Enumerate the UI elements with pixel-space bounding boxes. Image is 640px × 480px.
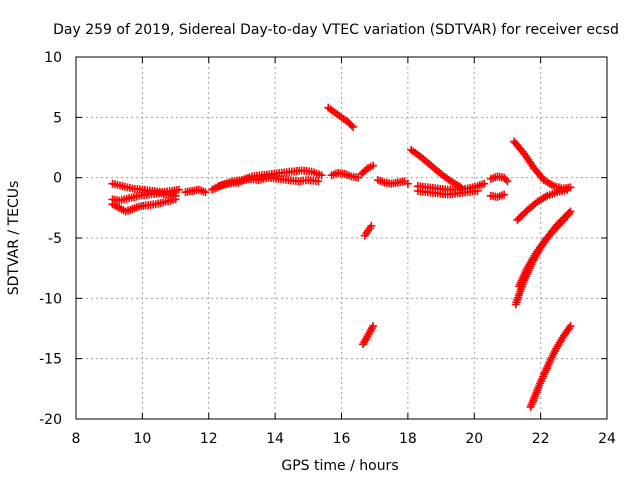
data-point (369, 322, 378, 331)
series-trace (324, 103, 358, 131)
y-tick-label: 10 (44, 50, 62, 66)
data-point (564, 209, 573, 218)
x-tick-label: 14 (266, 431, 284, 447)
y-tick-label: -15 (39, 352, 62, 368)
data-point (171, 195, 180, 204)
y-tick-label: 0 (53, 171, 62, 187)
series-trace (181, 185, 210, 197)
data-point (317, 171, 326, 180)
plot-frame (75, 56, 608, 420)
x-tick-label: 24 (598, 431, 616, 447)
data-point (563, 185, 572, 194)
data-point (349, 122, 358, 131)
series-trace (515, 209, 573, 291)
series-trace (513, 185, 572, 224)
y-tick-label: 5 (53, 110, 62, 126)
series-trace (374, 176, 412, 188)
y-axis-title: SDTVAR / TECUs (6, 181, 22, 296)
series-trace (108, 195, 180, 216)
data-point (201, 188, 210, 197)
x-tick-label: 12 (200, 431, 218, 447)
x-tick-label: 16 (333, 431, 351, 447)
series-trace (360, 221, 376, 240)
data-point-fill (501, 175, 510, 184)
x-tick-label: 20 (465, 431, 483, 447)
data-point (314, 177, 323, 186)
series-trace (407, 145, 465, 192)
series-trace (486, 190, 509, 201)
series-trace (510, 137, 575, 193)
data-point-fill (362, 165, 371, 174)
y-tick-label: -20 (39, 412, 62, 428)
data-points (108, 103, 575, 411)
series-trace (486, 172, 512, 186)
y-tick-label: -5 (48, 231, 62, 247)
data-point (480, 179, 489, 188)
data-point (566, 322, 575, 331)
data-point (500, 190, 509, 199)
tick-labels: 8 10 12 14 16 18 20 22 24 10 5 0 -5 -10 -15 -20 (39, 50, 616, 447)
data-point (403, 179, 412, 188)
series-trace (359, 322, 378, 349)
x-tick-label: 22 (532, 431, 550, 447)
x-tick-label: 10 (133, 431, 151, 447)
data-point-fill (347, 121, 356, 130)
series-trace (526, 322, 575, 411)
chart-title: Day 259 of 2019, Sidereal Day-to-day VTE… (53, 22, 619, 38)
series-trace (108, 179, 183, 197)
data-point (473, 186, 482, 195)
x-axis-title: GPS time / hours (281, 458, 398, 474)
x-tick-label: 8 (72, 431, 81, 447)
data-point (503, 177, 512, 186)
data-point (174, 185, 183, 194)
axes (75, 56, 608, 420)
series-trace (413, 186, 482, 199)
series-trace (357, 161, 378, 179)
data-point (369, 161, 378, 170)
y-tick-label: -10 (39, 291, 62, 307)
series-trace (214, 173, 323, 191)
series-trace (327, 168, 363, 182)
data-point (367, 221, 376, 230)
x-tick-label: 18 (399, 431, 417, 447)
